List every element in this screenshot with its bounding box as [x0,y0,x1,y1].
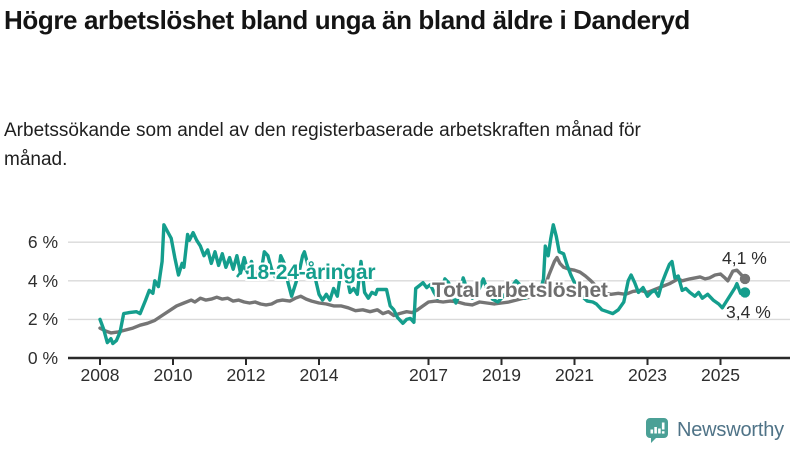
x-tick-label: 2010 [153,365,193,385]
x-tick-label: 2025 [701,365,740,385]
y-tick-label: 6 % [27,232,58,253]
y-tick-label: 4 % [27,270,58,291]
chart-subtitle: Arbetssökande som andel av den registerb… [4,120,641,170]
label-pointer [236,264,250,278]
series-label-total: Total arbetslöshet [432,279,608,302]
end-value-label-young: 3,4 % [726,302,771,322]
series-end-dot-0 [739,273,751,285]
x-tick-label: 2021 [555,365,594,385]
x-tick-label: 2023 [628,365,667,385]
x-tick-label: 2014 [299,365,339,385]
bar-chart-bubble-icon [646,418,668,443]
series-end-dot-1 [739,287,751,298]
end-value-label-total: 4,1 % [722,248,767,268]
x-tick-label: 2019 [482,365,521,385]
brand-name: Newsworthy [677,418,784,441]
x-tick-label: 2012 [226,365,266,385]
x-tick-label: 2008 [80,365,120,385]
series-label-young: 18-24-åringar [246,261,376,284]
y-tick-label: 2 % [27,309,58,330]
newsworthy-logo: Newsworthy [645,417,784,443]
series-line-1 [98,223,747,346]
x-tick-label: 2017 [409,365,448,385]
y-tick-label: 0 % [27,348,58,368]
chart-title: Högre arbetslöshet bland unga än bland ä… [4,5,690,35]
